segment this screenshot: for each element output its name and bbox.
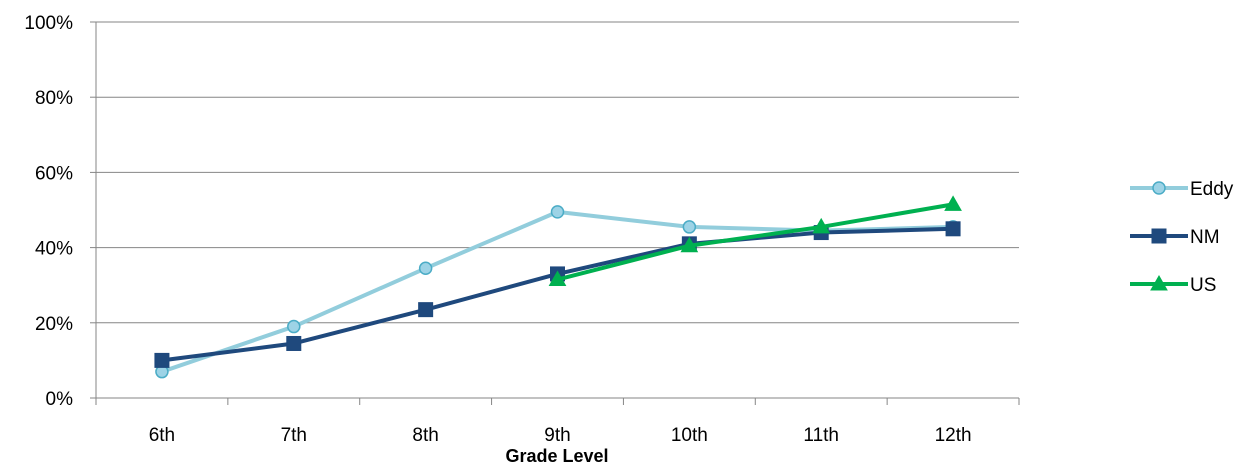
y-tick-label: 40%: [35, 239, 73, 260]
x-tick-label: 9th: [544, 425, 570, 446]
legend-label-nm: NM: [1190, 227, 1220, 248]
series-line-nm: [159, 226, 956, 363]
series: [154, 195, 962, 379]
legend-item-us: US: [1130, 274, 1216, 296]
data-point-eddy: [287, 319, 301, 334]
x-tick-label: 12th: [935, 425, 972, 446]
data-point-us: [812, 217, 831, 234]
legend-label-eddy: Eddy: [1190, 179, 1234, 200]
data-point-us: [944, 195, 962, 211]
y-tick-label: 60%: [35, 163, 73, 184]
y-tick-label: 100%: [24, 13, 73, 34]
y-tick-label: 80%: [35, 88, 73, 109]
tick-labels: 0% 20% 40% 60% 80% 100% 6th 7th 8th 9th 10th 11th 12…: [24, 13, 971, 446]
data-point-eddy: [418, 261, 433, 276]
x-tick-label: 6th: [149, 425, 175, 446]
series-nm: [154, 221, 961, 368]
data-point-nm: [418, 302, 434, 318]
data-point-nm: [154, 352, 170, 368]
y-tick-label: 20%: [35, 314, 73, 335]
x-tick-label: 11th: [803, 425, 839, 446]
axes: [90, 21, 1020, 405]
y-tick-label: 0%: [46, 389, 74, 410]
data-point-eddy: [682, 220, 697, 234]
x-tick-label: 8th: [412, 425, 438, 446]
legend-item-eddy: Eddy: [1130, 179, 1234, 200]
series-us: [548, 195, 962, 287]
data-point-nm: [286, 335, 302, 351]
series-line-us: [555, 202, 956, 282]
series-line-eddy: [159, 209, 956, 374]
x-axis-title: Grade Level: [505, 446, 608, 466]
legend-label-us: US: [1190, 275, 1216, 296]
legend-item-nm: NM: [1130, 227, 1220, 248]
x-tick-label: 10th: [671, 425, 708, 446]
legend-marker-us: [1150, 274, 1168, 291]
data-point-nm: [945, 221, 961, 237]
x-tick-label: 7th: [281, 425, 307, 446]
data-point-us: [680, 236, 699, 253]
legend-marker-nm: [1151, 228, 1167, 244]
data-point-eddy: [550, 205, 565, 219]
legend-marker-eddy: [1152, 181, 1166, 195]
data-point-us: [548, 270, 567, 287]
legend: Eddy NM US: [1130, 179, 1234, 296]
gridlines: [96, 21, 1019, 324]
